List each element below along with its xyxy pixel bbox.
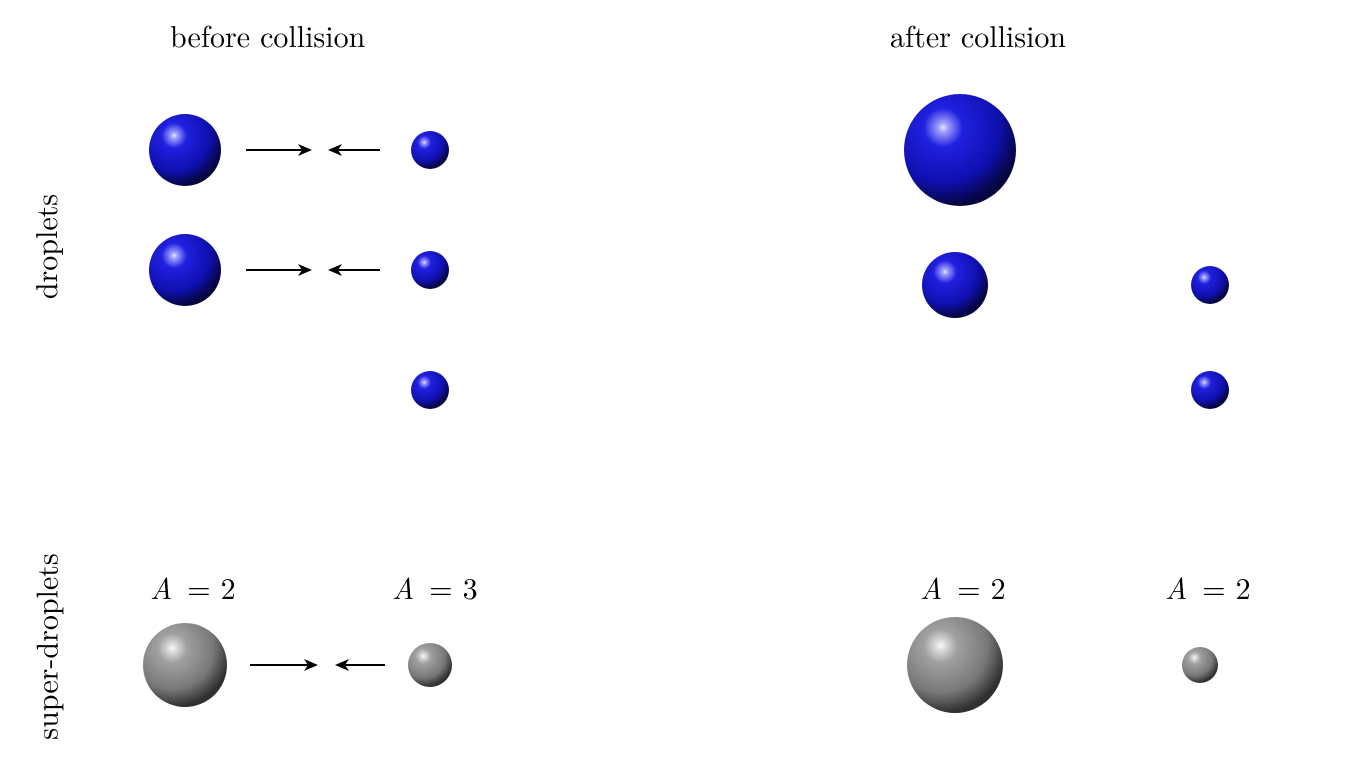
annotation-before-left: A = 2 bbox=[150, 565, 236, 608]
superdroplet-after-0 bbox=[907, 617, 1003, 713]
droplet-after-2 bbox=[1191, 266, 1229, 304]
droplet-before-3 bbox=[411, 251, 449, 289]
superdroplet-after-1 bbox=[1182, 647, 1218, 683]
droplet-before-2 bbox=[411, 131, 449, 169]
row-label-droplets: droplets bbox=[23, 194, 66, 299]
annotation-after-right: A = 2 bbox=[1165, 565, 1251, 608]
droplet-after-1 bbox=[922, 252, 988, 318]
annotation-before-right: A = 3 bbox=[392, 565, 478, 608]
header-after: after collision bbox=[890, 13, 1066, 56]
collision-diagram bbox=[0, 0, 1354, 763]
row-label-super-droplets: super-droplets bbox=[24, 553, 67, 739]
droplet-after-0 bbox=[904, 94, 1016, 206]
droplet-before-1 bbox=[149, 234, 221, 306]
superdroplet-before-0 bbox=[143, 623, 227, 707]
droplet-after-3 bbox=[1191, 371, 1229, 409]
droplet-before-4 bbox=[411, 371, 449, 409]
header-before: before collision bbox=[170, 13, 365, 56]
superdroplet-before-1 bbox=[408, 643, 452, 687]
annotation-after-left: A = 2 bbox=[920, 565, 1006, 608]
droplet-before-0 bbox=[149, 114, 221, 186]
